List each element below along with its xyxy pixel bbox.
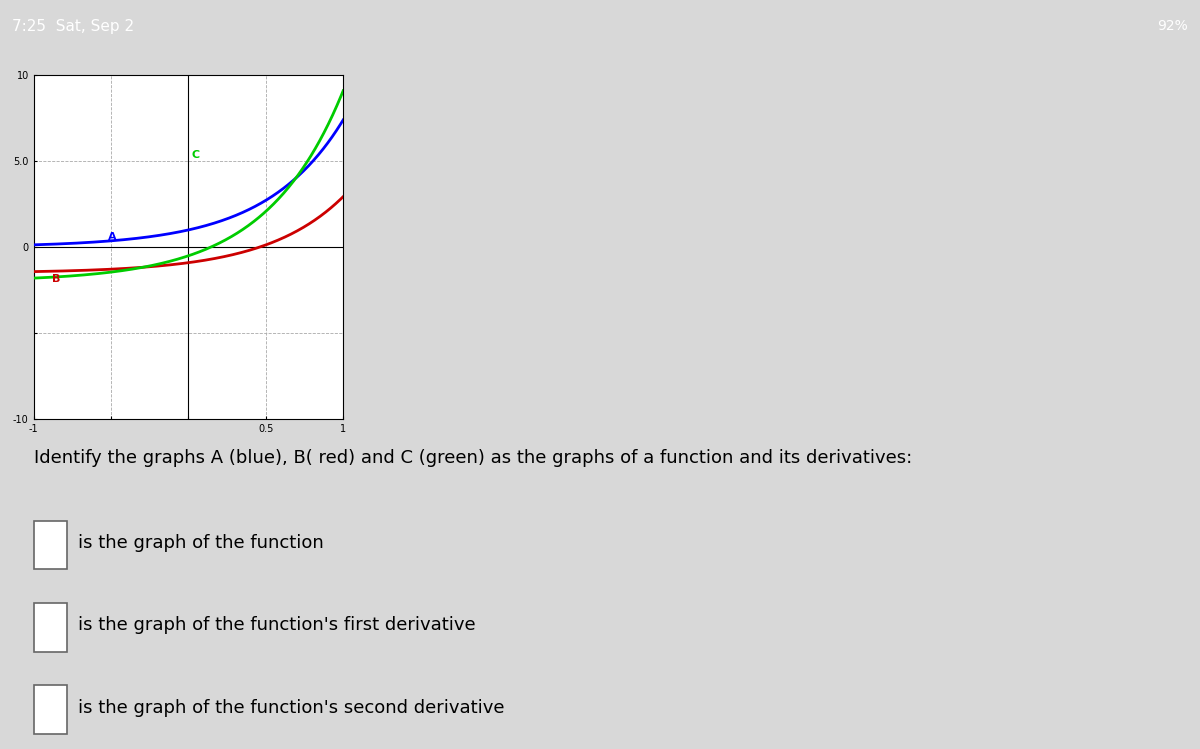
Text: Identify the graphs A (blue), B( red) and C (green) as the graphs of a function : Identify the graphs A (blue), B( red) an… <box>34 449 912 467</box>
Text: is the graph of the function: is the graph of the function <box>78 534 324 552</box>
Text: B: B <box>52 273 60 284</box>
Text: C: C <box>192 150 199 160</box>
Text: A: A <box>108 232 116 242</box>
Text: is the graph of the function's second derivative: is the graph of the function's second de… <box>78 699 504 717</box>
Text: is the graph of the function's first derivative: is the graph of the function's first der… <box>78 616 475 634</box>
Text: 7:25  Sat, Sep 2: 7:25 Sat, Sep 2 <box>12 19 134 34</box>
Text: 92%: 92% <box>1157 19 1188 33</box>
